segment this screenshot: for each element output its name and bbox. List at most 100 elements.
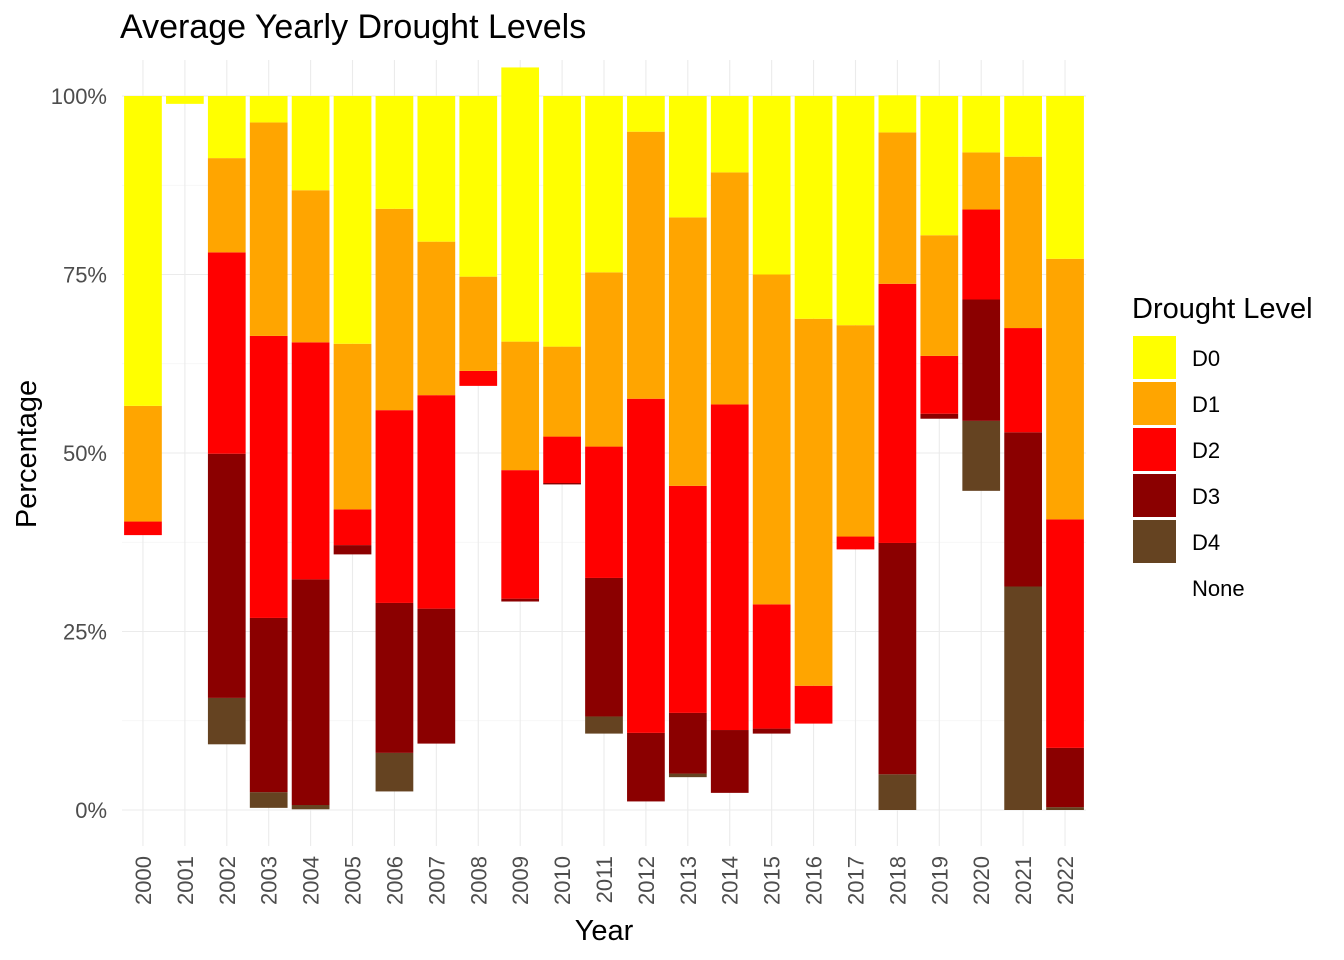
y-tick-label: 50%: [63, 441, 107, 466]
bar-2008-d0: [459, 96, 498, 277]
bar-2015-d3: [752, 728, 791, 734]
bar-2022-d0: [1046, 96, 1084, 259]
bar-2003-d0: [249, 96, 288, 123]
bar-2006-d2: [375, 410, 414, 603]
bar-2005-d1: [333, 343, 372, 510]
bar-2015-d0: [752, 96, 791, 275]
x-tick-label: 2020: [969, 856, 994, 905]
y-tick-label: 75%: [63, 263, 107, 288]
bar-2018-d3: [878, 542, 917, 775]
bar-2001-d0: [166, 96, 204, 104]
bar-2009-d2: [501, 470, 540, 599]
bar-2008-d2: [459, 370, 498, 386]
bar-2012-d1: [627, 131, 665, 399]
bar-2015-d1: [752, 274, 791, 605]
bar-2003-d1: [249, 122, 288, 336]
x-tick-label: 2003: [257, 856, 282, 905]
bar-2012-d3: [627, 732, 665, 802]
chart-title: Average Yearly Drought Levels: [120, 8, 586, 46]
bars: [124, 67, 1084, 810]
bar-2007-d3: [417, 608, 456, 744]
bar-2014-d0: [710, 96, 749, 173]
bar-2019-d0: [920, 96, 959, 236]
legend-swatch-d1: [1133, 382, 1176, 425]
bar-2013-d1: [668, 217, 707, 486]
bar-2007-d0: [417, 96, 456, 242]
bar-2009-d3: [501, 598, 540, 602]
bar-2003-d2: [249, 335, 288, 618]
bar-2002-d0: [207, 96, 246, 159]
y-tick-label: 25%: [63, 620, 107, 645]
bar-2007-d2: [417, 395, 456, 609]
legend-swatch-d4: [1133, 520, 1176, 563]
bar-2018-d2: [878, 283, 917, 543]
legend-swatch-d2: [1133, 428, 1176, 471]
bar-2021-d4: [1004, 586, 1042, 810]
bar-2002-d1: [207, 158, 246, 253]
bar-2007-d1: [417, 241, 456, 396]
x-tick-label: 2001: [173, 856, 198, 905]
bar-2017-d0: [836, 96, 875, 326]
bar-2004-d0: [291, 96, 330, 191]
x-tick-label: 2018: [885, 856, 910, 905]
x-tick-label: 2015: [760, 856, 785, 905]
bar-2010-d0: [543, 96, 581, 347]
x-tick-label: 2002: [215, 856, 240, 905]
bar-2002-d3: [207, 453, 246, 698]
bar-2005-d3: [333, 545, 372, 555]
bar-2021-d2: [1004, 328, 1042, 433]
x-tick-label: 2000: [131, 856, 156, 905]
x-tick-label: 2009: [508, 856, 533, 905]
bar-2010-d1: [543, 346, 581, 437]
bar-2018-d4: [878, 774, 917, 810]
legend-label-d3: D3: [1192, 484, 1220, 509]
bar-2013-d2: [668, 485, 707, 713]
x-tick-label: 2011: [592, 856, 617, 903]
x-tick-label: 2013: [676, 856, 701, 905]
bar-2002-d2: [207, 252, 246, 454]
bar-2003-d4: [249, 792, 288, 808]
legend-label-d4: D4: [1192, 530, 1220, 555]
bar-2000-d2: [124, 521, 162, 536]
bar-2019-d1: [920, 235, 959, 356]
bar-2016-d2: [794, 685, 833, 724]
bar-2013-d4: [668, 773, 707, 778]
bar-2020-d0: [962, 96, 1001, 153]
y-axis-ticks: 0% 25% 50% 75% 100%: [51, 84, 107, 823]
bar-2017-d1: [836, 325, 875, 537]
x-tick-label: 2010: [550, 856, 575, 905]
legend-swatch-d0: [1133, 336, 1176, 379]
y-tick-label: 0%: [75, 798, 107, 823]
bar-2003-d3: [249, 617, 288, 793]
bar-2004-d3: [291, 579, 330, 806]
bar-2019-d2: [920, 355, 959, 414]
bar-2011-d4: [585, 716, 623, 734]
bar-2004-d4: [291, 805, 330, 810]
y-axis-title: Percentage: [11, 380, 43, 528]
x-tick-label: 2016: [802, 856, 827, 905]
bar-2000-d0: [124, 96, 162, 406]
x-tick-label: 2014: [718, 856, 743, 905]
bar-2006-d3: [375, 602, 414, 753]
x-tick-label: 2022: [1053, 856, 1078, 905]
bar-2005-d2: [333, 509, 372, 546]
bar-2022-d4: [1046, 807, 1084, 810]
bar-2022-d1: [1046, 258, 1084, 520]
bar-2021-d0: [1004, 96, 1042, 157]
bar-2011-d3: [585, 577, 623, 717]
bar-2013-d0: [668, 96, 707, 218]
bar-2011-d2: [585, 446, 623, 578]
bar-2022-d3: [1046, 747, 1084, 808]
bar-2021-d1: [1004, 156, 1042, 329]
bar-2009-d1: [501, 341, 540, 471]
bar-2002-d4: [207, 697, 246, 745]
bar-2019-d3: [920, 413, 959, 419]
bar-2008-d1: [459, 276, 498, 371]
legend-label-d1: D1: [1192, 392, 1220, 417]
y-tick-label: 100%: [51, 84, 107, 109]
x-tick-label: 2012: [634, 856, 659, 905]
legend-label-d2: D2: [1192, 438, 1220, 463]
x-axis-ticks: 2000 2001 2002 2003 2004 2005 2006 2007 2008 2009…: [131, 856, 1078, 905]
bar-2010-d3: [543, 482, 581, 485]
